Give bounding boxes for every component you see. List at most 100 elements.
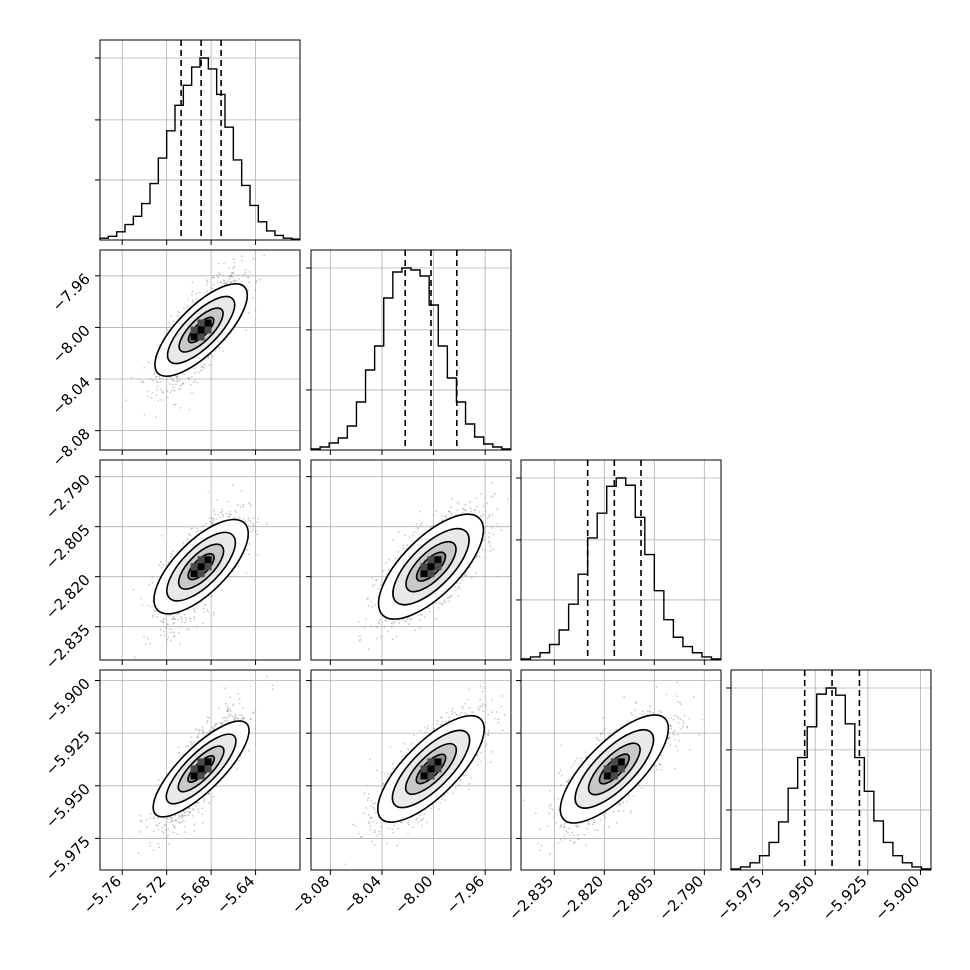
sample-point — [223, 282, 226, 285]
sample-point — [207, 793, 210, 795]
sample-point — [217, 262, 220, 265]
sample-point — [394, 557, 397, 560]
sample-point — [489, 550, 491, 552]
sample-point — [197, 737, 199, 739]
sample-point — [158, 822, 160, 825]
sample-point — [183, 614, 186, 616]
sample-point — [359, 638, 362, 641]
sample-point — [185, 745, 187, 748]
sample-point — [492, 495, 495, 497]
sample-point — [375, 637, 378, 640]
sample-point — [174, 403, 177, 406]
sample-point — [170, 820, 173, 822]
sample-point — [151, 581, 154, 584]
sample-point — [206, 722, 209, 724]
sample-point — [409, 618, 411, 620]
y-tick-label: −5.975 — [42, 833, 94, 885]
sample-point — [222, 350, 225, 353]
sample-point — [230, 513, 232, 516]
sample-point — [410, 618, 413, 621]
sample-point — [195, 297, 198, 300]
sample-point — [166, 328, 169, 331]
sample-point — [559, 769, 562, 772]
sample-point — [398, 531, 400, 533]
pair-panel-3-1 — [310, 669, 512, 871]
sample-point — [163, 824, 166, 827]
sample-point — [448, 719, 450, 722]
sample-point — [406, 617, 409, 620]
sample-point — [413, 530, 415, 533]
sample-point — [373, 829, 376, 831]
x-tick-label: −2.790 — [655, 872, 707, 924]
sample-point — [212, 522, 215, 525]
sample-point — [635, 716, 638, 718]
sample-point — [563, 825, 566, 828]
sample-point — [367, 597, 369, 600]
sample-point — [236, 768, 239, 770]
sample-point — [491, 711, 493, 714]
sample-point — [184, 831, 187, 833]
sample-point — [233, 719, 236, 721]
sample-point — [166, 817, 169, 819]
sample-point — [160, 534, 163, 537]
sample-point — [669, 724, 672, 727]
sample-point — [478, 555, 481, 558]
sample-point — [379, 584, 382, 586]
density-cell — [427, 765, 435, 773]
sample-point — [483, 538, 485, 541]
sample-point — [475, 505, 478, 508]
sample-point — [181, 383, 183, 386]
sample-point — [366, 799, 369, 802]
sample-point — [187, 745, 189, 747]
sample-point — [184, 619, 187, 622]
sample-point — [565, 830, 568, 833]
sample-point — [190, 527, 192, 530]
sample-point — [488, 515, 491, 518]
sample-point — [203, 367, 205, 369]
sample-point — [679, 701, 681, 704]
sample-point — [369, 758, 371, 761]
sample-point — [445, 516, 448, 519]
sample-point — [570, 766, 573, 768]
sample-point — [698, 733, 701, 736]
sample-point — [227, 710, 229, 712]
sample-point — [188, 378, 191, 381]
sample-point — [157, 843, 160, 845]
sample-point — [230, 281, 233, 284]
sample-point — [501, 695, 504, 697]
sample-point — [176, 375, 179, 377]
sample-point — [563, 826, 566, 829]
sample-point — [378, 619, 381, 621]
sample-point — [560, 744, 563, 746]
sample-point — [469, 507, 472, 509]
sample-point — [630, 809, 633, 812]
sample-point — [238, 702, 241, 705]
density-cell — [603, 772, 611, 780]
sample-point — [232, 258, 235, 261]
sample-point — [604, 811, 607, 814]
sample-point — [567, 778, 570, 781]
sample-point — [640, 787, 643, 789]
sample-point — [186, 305, 189, 308]
sample-point — [380, 825, 382, 828]
sample-point — [149, 817, 152, 819]
sample-point — [221, 513, 224, 516]
sample-point — [489, 544, 492, 547]
sample-point — [444, 601, 447, 603]
sample-point — [476, 555, 478, 557]
sample-point — [242, 506, 245, 508]
sample-point — [166, 390, 169, 392]
sample-point — [161, 830, 164, 833]
sample-point — [228, 513, 231, 515]
sample-point — [615, 821, 618, 824]
sample-point — [390, 622, 393, 625]
sample-point — [564, 822, 567, 825]
pair-panel-3-2 — [520, 669, 722, 871]
sample-point — [595, 743, 598, 746]
sample-point — [454, 585, 456, 588]
sample-point — [185, 814, 188, 817]
sample-point — [181, 753, 184, 756]
sample-point — [152, 849, 155, 851]
sample-point — [670, 728, 673, 730]
sample-point — [413, 734, 416, 737]
